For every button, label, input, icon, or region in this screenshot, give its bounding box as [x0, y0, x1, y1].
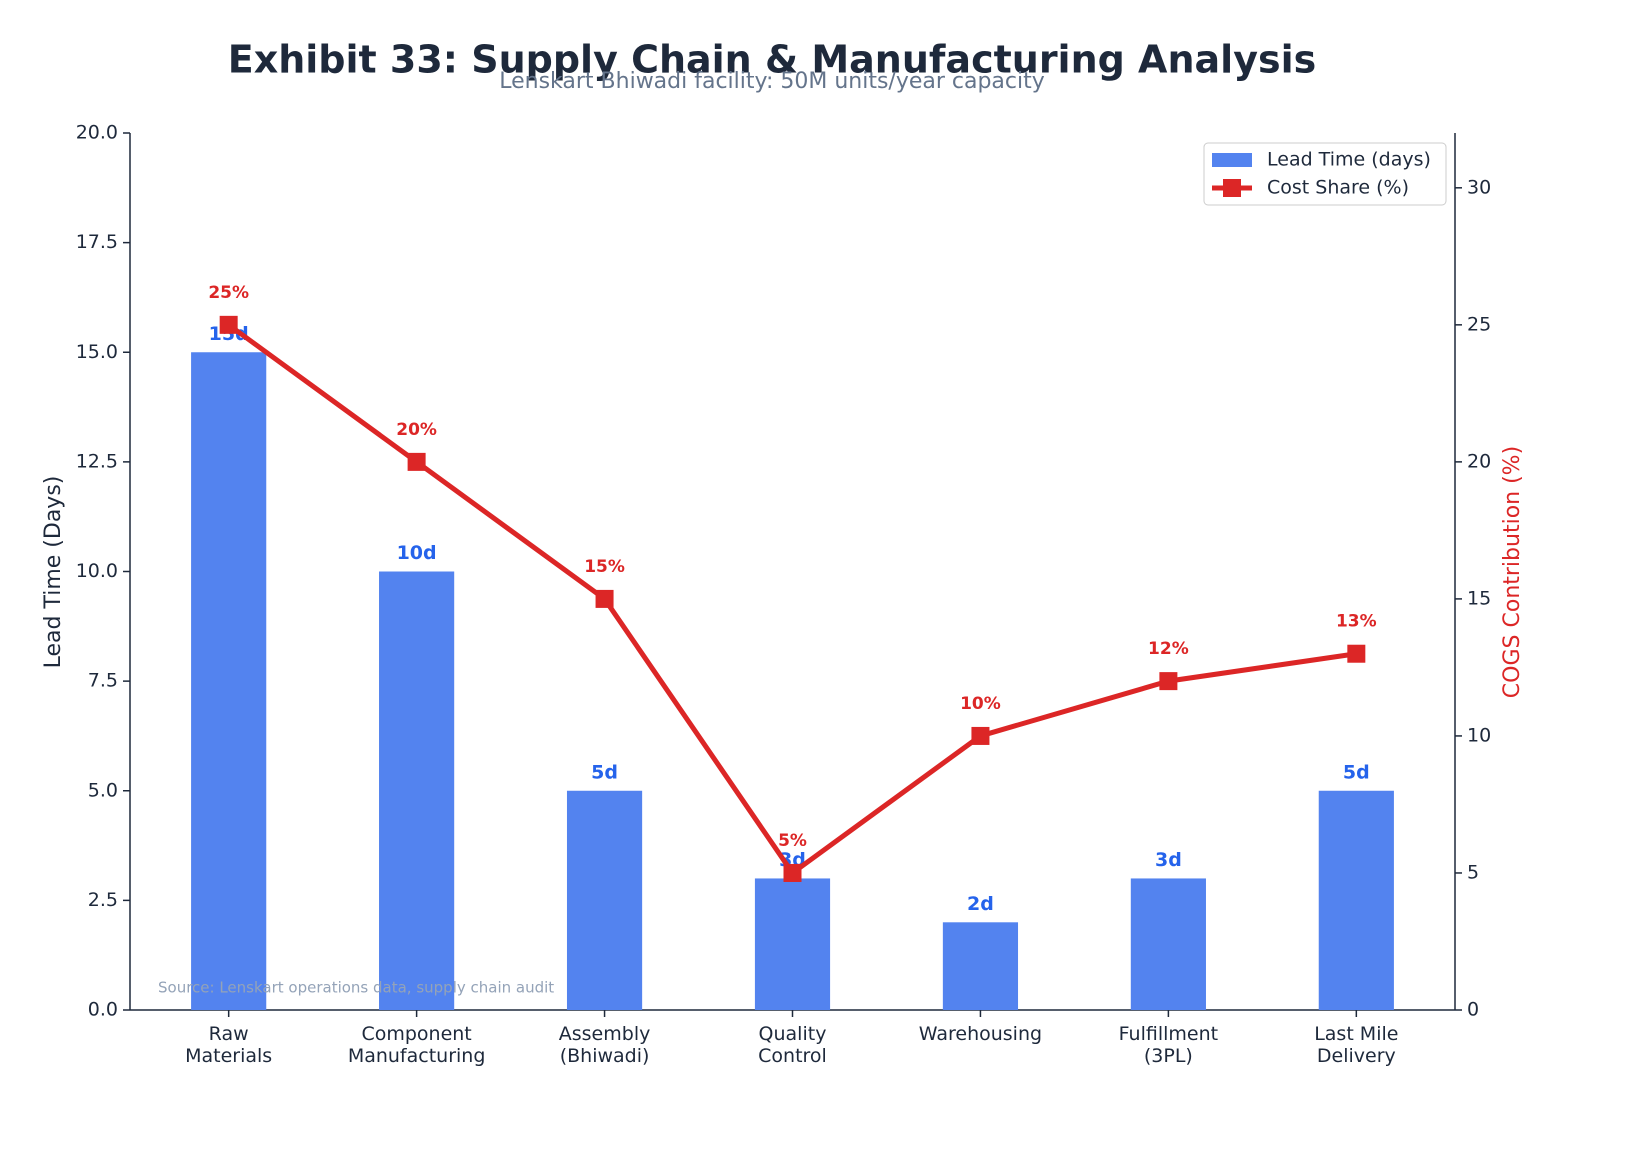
bar-value-label: 5d — [591, 761, 618, 783]
bar — [566, 790, 643, 1010]
y-tick-label: 10.0 — [76, 560, 118, 582]
y2-axis-label: COGS Contribution (%) — [1500, 446, 1525, 698]
y2-tick-label: 15 — [1467, 587, 1491, 609]
y2-tick-label: 10 — [1467, 724, 1491, 746]
y-tick-label: 5.0 — [88, 779, 118, 801]
bar-value-label: 5d — [1343, 761, 1370, 783]
bar-value-label: 3d — [1155, 849, 1182, 871]
line-value-label: 12% — [1148, 639, 1189, 659]
line-marker — [1347, 644, 1366, 663]
line-value-label: 13% — [1336, 612, 1377, 632]
y-axis-label: Lead Time (Days) — [41, 476, 66, 669]
line-value-label: 15% — [584, 557, 625, 577]
bar — [379, 571, 455, 1010]
line-marker — [595, 589, 614, 608]
x-tick-label: Assembly (Bhiwadi) — [559, 1023, 651, 1067]
line-marker — [971, 726, 990, 745]
legend-label: Cost Share (%) — [1267, 177, 1409, 199]
y-tick-label: 12.5 — [76, 450, 118, 472]
bar — [1318, 790, 1394, 1010]
y-tick-label: 17.5 — [76, 231, 118, 253]
y-tick-label: 2.5 — [88, 889, 118, 911]
line-marker — [407, 452, 426, 471]
x-tick-label: Component Manufacturing — [348, 1023, 486, 1067]
x-tick-label: Quality Control — [758, 1023, 827, 1067]
x-tick-label: Warehousing — [919, 1023, 1042, 1045]
line-value-label: 10% — [960, 694, 1001, 714]
legend-box — [1203, 142, 1447, 206]
y-tick-label: 15.0 — [76, 341, 118, 363]
x-tick-label: Fulfillment (3PL) — [1119, 1023, 1218, 1067]
legend-marker — [1223, 179, 1241, 197]
line-value-label: 25% — [208, 283, 249, 303]
chart-title: Exhibit 33: Supply Chain & Manufacturing… — [228, 38, 1316, 82]
y2-tick-label: 20 — [1467, 450, 1491, 472]
line-value-label: 5% — [778, 831, 807, 851]
line-value-label: 20% — [396, 420, 437, 440]
line-marker — [783, 863, 802, 882]
y-tick-label: 7.5 — [88, 670, 118, 692]
bar — [754, 878, 831, 1010]
line-marker — [1159, 672, 1178, 691]
bar — [1130, 878, 1206, 1010]
source-note: Source: Lenskart operations data, supply… — [158, 979, 554, 997]
x-tick-label: Raw Materials — [185, 1023, 272, 1067]
y2-tick-label: 5 — [1467, 861, 1479, 883]
x-tick-label: Last Mile Delivery — [1314, 1023, 1398, 1067]
line-marker — [219, 315, 238, 334]
y-tick-label: 0.0 — [88, 999, 118, 1021]
legend-swatch — [1212, 153, 1252, 167]
legend-label: Lead Time (days) — [1267, 149, 1431, 171]
y2-tick-label: 30 — [1467, 176, 1491, 198]
y2-tick-label: 0 — [1467, 999, 1479, 1021]
bar — [942, 922, 1019, 1010]
bar — [191, 352, 267, 1010]
bar-value-label: 2d — [967, 893, 994, 915]
y2-tick-label: 25 — [1467, 313, 1491, 335]
y-tick-label: 20.0 — [76, 122, 118, 144]
chart-subtitle: Lenskart Bhiwadi facility: 50M units/yea… — [499, 69, 1045, 94]
bar-value-label: 10d — [397, 542, 437, 564]
